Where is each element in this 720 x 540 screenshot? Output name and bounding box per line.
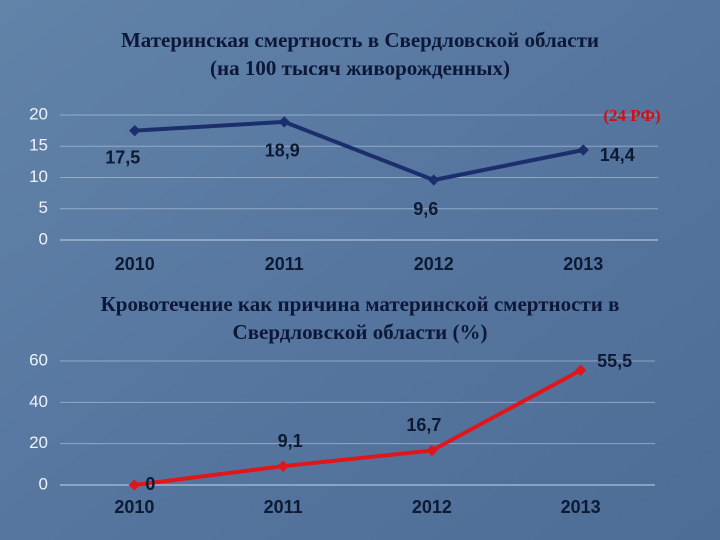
value-label: 14,4 <box>600 145 635 165</box>
x-tick-label: 2011 <box>264 497 303 517</box>
x-tick-label: 2010 <box>114 497 154 517</box>
chart-subtitle: (на 100 тысяч живорожденных) <box>210 56 510 80</box>
value-label: 9,1 <box>278 431 303 451</box>
data-point <box>128 479 141 491</box>
y-tick-label: 5 <box>39 198 48 217</box>
x-tick-label: 2013 <box>563 254 603 274</box>
value-label: 0 <box>145 474 155 494</box>
data-point <box>426 444 438 457</box>
chart-subtitle: Свердловской области (%) <box>233 320 488 344</box>
value-label: 17,5 <box>105 147 140 167</box>
y-tick-label: 0 <box>39 229 48 248</box>
y-tick-label: 0 <box>39 474 48 493</box>
value-label: 16,7 <box>406 415 441 435</box>
data-point <box>574 364 587 376</box>
data-point <box>577 144 589 156</box>
data-point <box>428 174 440 186</box>
y-tick-label: 20 <box>29 104 48 123</box>
x-tick-label: 2013 <box>561 497 601 517</box>
value-label: 18,9 <box>265 141 300 161</box>
annotation: (24 РФ) <box>603 106 660 125</box>
series-line <box>134 119 584 182</box>
chart-title: Кровотечение как причина материнской сме… <box>101 292 620 316</box>
y-tick-label: 15 <box>29 136 48 155</box>
chart-title: Материнская смертность в Свердловской об… <box>121 28 599 52</box>
x-tick-label: 2012 <box>412 497 452 517</box>
x-tick-label: 2011 <box>265 254 304 274</box>
value-label: 9,6 <box>413 199 438 219</box>
series-line <box>134 368 582 487</box>
y-tick-label: 60 <box>29 350 48 369</box>
y-tick-label: 10 <box>29 167 48 186</box>
x-tick-label: 2010 <box>115 254 155 274</box>
y-tick-label: 40 <box>29 392 48 411</box>
x-tick-label: 2012 <box>414 254 454 274</box>
data-point <box>277 460 289 472</box>
y-tick-label: 20 <box>29 433 48 452</box>
value-label: 55,5 <box>597 351 632 371</box>
